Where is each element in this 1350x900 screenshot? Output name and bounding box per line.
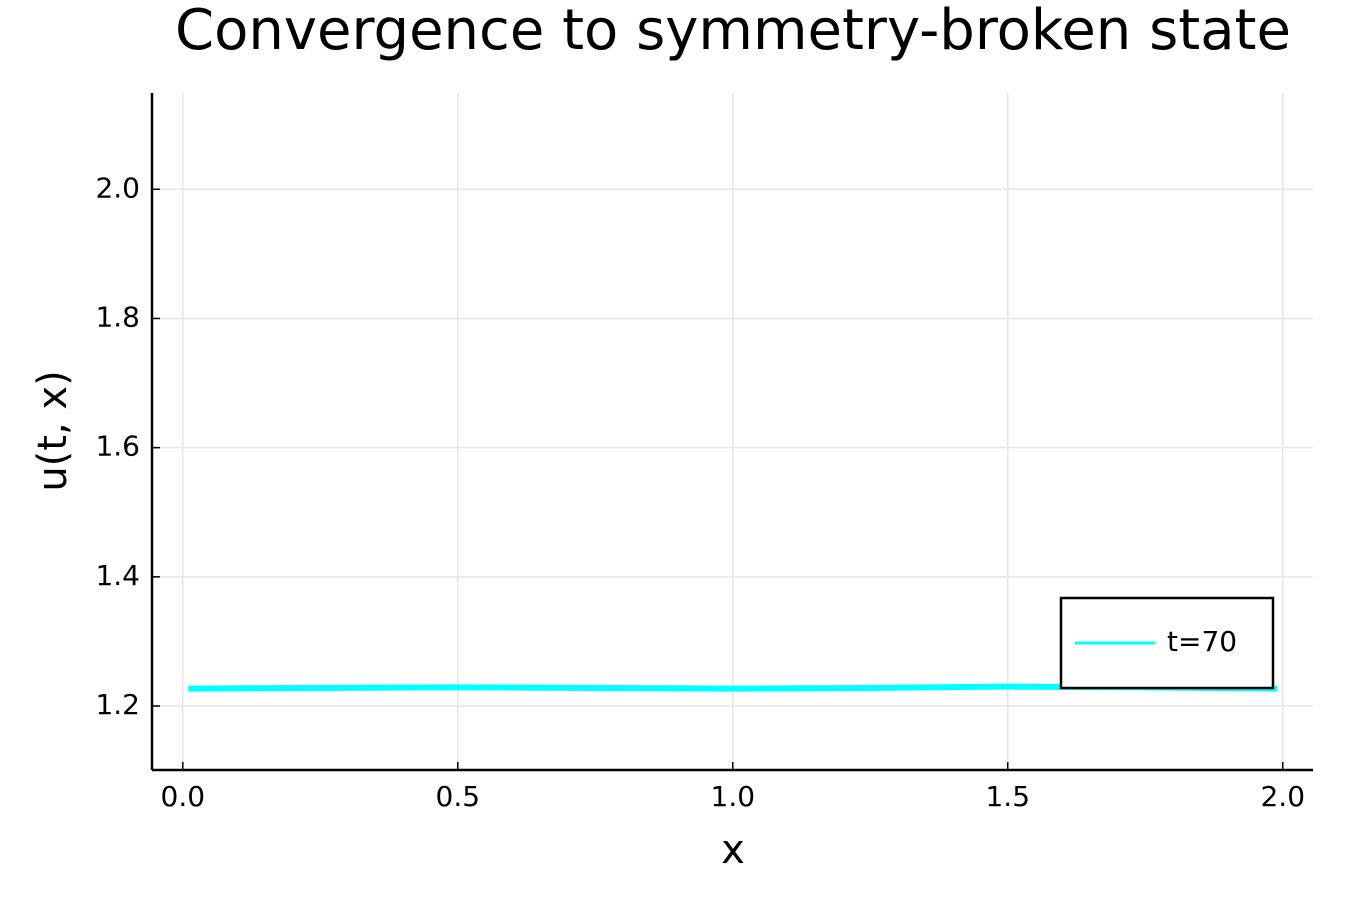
- y-axis-label: u(t, x): [30, 370, 76, 491]
- x-tick-label: 0.0: [161, 780, 206, 813]
- y-tick-label: 1.6: [95, 430, 140, 463]
- x-tick-label: 0.5: [436, 780, 481, 813]
- y-tick-label: 2.0: [95, 171, 140, 204]
- chart-title: Convergence to symmetry-broken state: [175, 0, 1291, 63]
- x-tick-label: 1.0: [711, 780, 756, 813]
- y-tick-label: 1.2: [95, 688, 140, 721]
- x-tick-label: 1.5: [985, 780, 1030, 813]
- x-tick-label: 2.0: [1260, 780, 1305, 813]
- y-tick-label: 1.8: [95, 300, 140, 333]
- y-tick-label: 1.4: [95, 559, 140, 592]
- legend-label: t=70: [1167, 625, 1237, 658]
- x-axis-label: x: [721, 827, 745, 873]
